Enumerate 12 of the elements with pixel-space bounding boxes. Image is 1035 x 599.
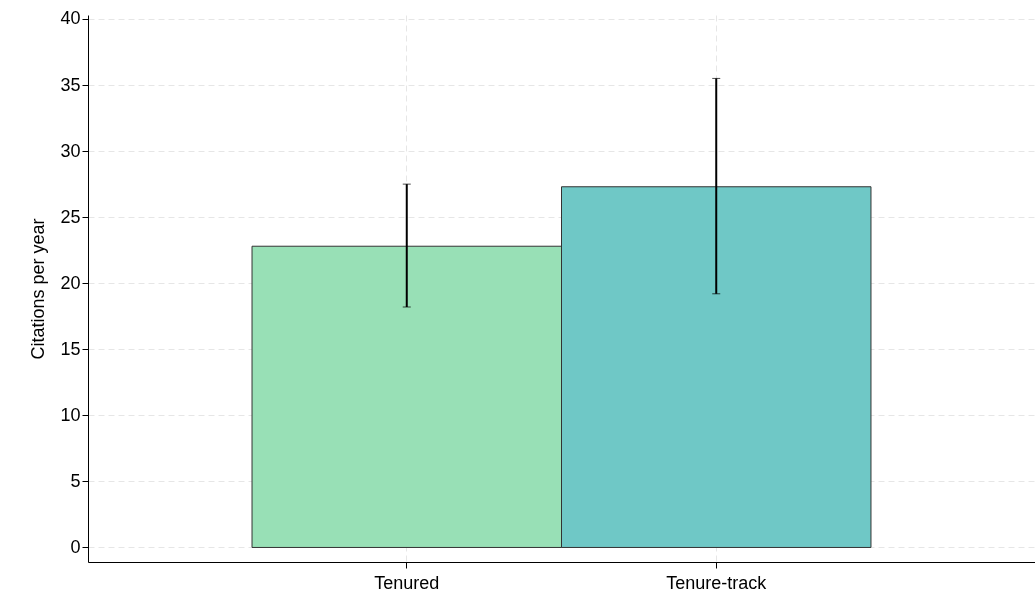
y-tick-label: 5	[70, 470, 81, 491]
y-tick-label: 0	[70, 536, 81, 557]
y-tick-label: 20	[60, 272, 81, 293]
y-tick-label: 25	[60, 206, 81, 227]
y-tick-label: 40	[60, 8, 81, 29]
y-tick-label: 35	[60, 74, 81, 95]
x-tick-label: Tenure-track	[666, 572, 768, 593]
y-tick-label: 10	[60, 404, 81, 425]
y-axis-title: Citations per year	[28, 218, 49, 360]
y-tick-label: 15	[60, 338, 81, 359]
y-tick-label: 30	[60, 140, 81, 161]
x-tick-label: Tenured	[374, 572, 440, 593]
